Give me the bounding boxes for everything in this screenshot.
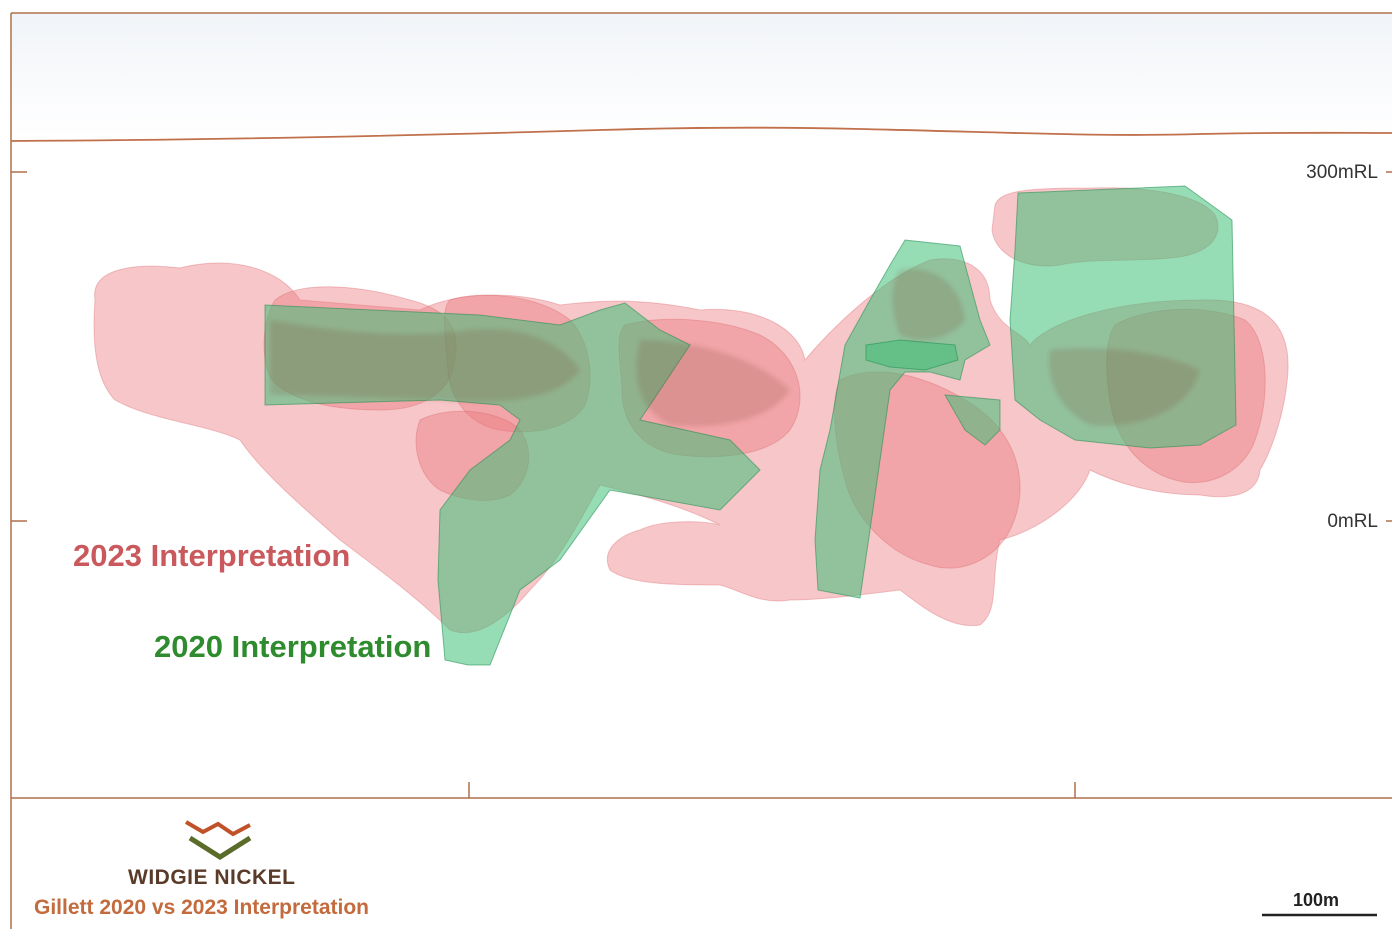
rl-label-0: 0mRL [1327, 511, 1378, 532]
sky-area [11, 13, 1392, 138]
legend-label-2023-interpretation: 2023 Interpretation [73, 538, 351, 573]
brand-name: WIDGIE NICKEL [128, 866, 296, 889]
rl-label-300: 300mRL [1306, 162, 1378, 183]
solid-shading [270, 269, 1200, 427]
figure-title: Gillett 2020 vs 2023 Interpretation [34, 896, 369, 919]
topographic-surface [10, 126, 1392, 142]
scale-bar-label: 100m [1293, 890, 1340, 910]
widgie-nickel-logo [184, 820, 252, 860]
legend-label-2020-interpretation: 2020 Interpretation [154, 629, 432, 664]
